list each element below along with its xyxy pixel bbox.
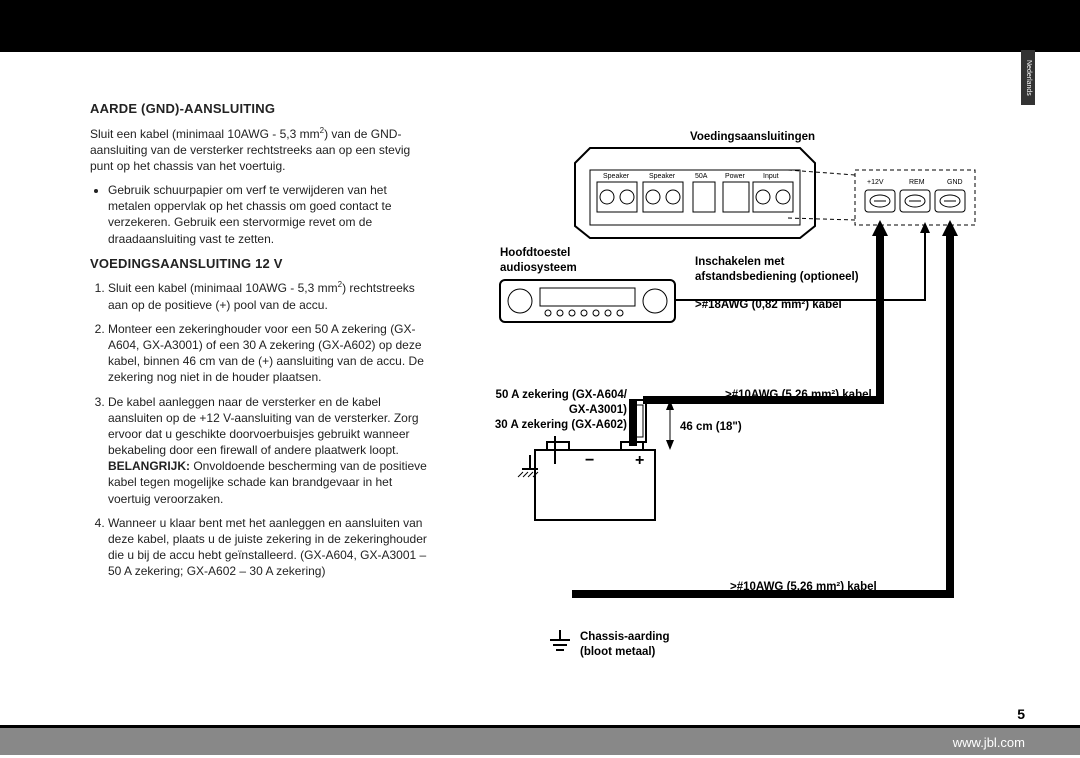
svg-text:+: + — [635, 452, 644, 469]
section2-title: VOEDINGSAANSLUITING 12 V — [90, 255, 430, 273]
section1-title: AARDE (GND)-AANSLUITING — [90, 100, 430, 118]
svg-text:−: − — [585, 452, 594, 469]
section1-bullet1: Gebruik schuurpapier om verf te verwijde… — [108, 182, 430, 247]
svg-text:Input: Input — [763, 173, 779, 180]
footer-url: www.jbl.com — [0, 725, 1080, 755]
section2-step4: Wanneer u klaar bent met het aanleggen e… — [108, 515, 430, 580]
svg-text:+12V: +12V — [867, 179, 884, 186]
section2-step3: De kabel aanleggen naar de versterker en… — [108, 394, 430, 507]
page-number: 5 — [1017, 706, 1025, 722]
svg-text:Speaker: Speaker — [649, 173, 676, 180]
svg-text:REM: REM — [909, 179, 925, 186]
wiring-diagram: Speaker Speaker 50A Power Input +12V REM… — [430, 100, 990, 670]
svg-text:50A: 50A — [695, 173, 708, 180]
section1-intro: Sluit een kabel (minimaal 10AWG - 5,3 mm… — [90, 126, 430, 175]
section2-step1: Sluit een kabel (minimaal 10AWG - 5,3 mm… — [108, 280, 430, 312]
svg-text:Speaker: Speaker — [603, 173, 630, 180]
svg-text:GND: GND — [947, 179, 963, 186]
svg-text:Power: Power — [725, 173, 746, 180]
section2-step2: Monteer een zekeringhouder voor een 50 A… — [108, 321, 430, 386]
language-tab: Nederlands — [1021, 50, 1035, 105]
